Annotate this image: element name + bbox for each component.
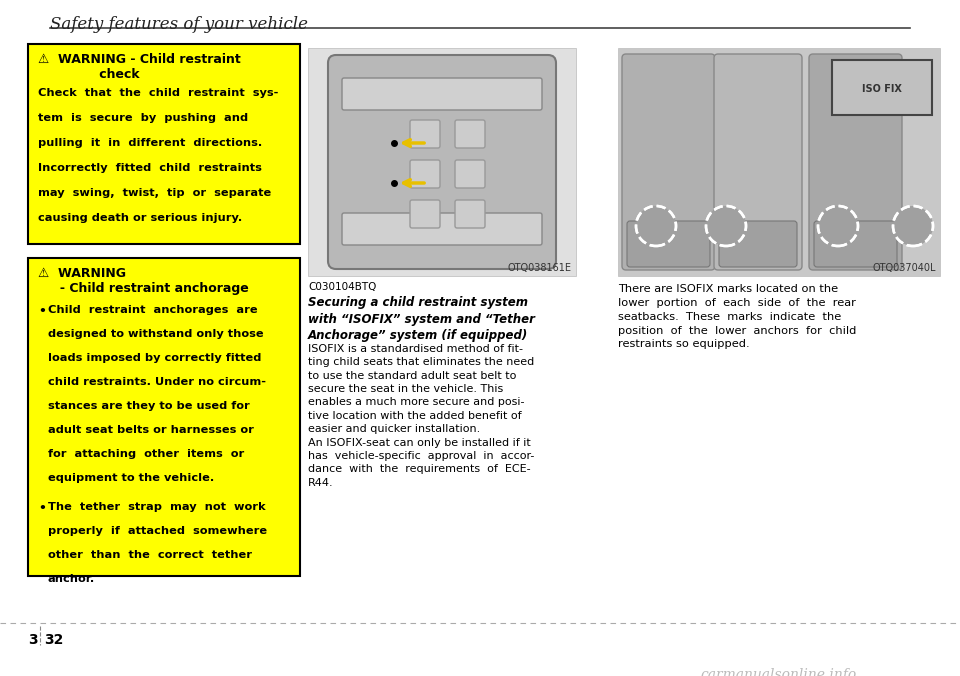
Text: OTQ038161E: OTQ038161E (508, 263, 572, 273)
FancyBboxPatch shape (410, 200, 440, 228)
FancyBboxPatch shape (455, 200, 485, 228)
FancyBboxPatch shape (410, 160, 440, 188)
Text: Child  restraint  anchorages  are: Child restraint anchorages are (48, 305, 257, 315)
Text: tem  is  secure  by  pushing  and: tem is secure by pushing and (38, 113, 248, 123)
Text: •: • (38, 305, 46, 318)
FancyBboxPatch shape (809, 54, 902, 270)
Text: loads imposed by correctly fitted: loads imposed by correctly fitted (48, 353, 261, 363)
Text: properly  if  attached  somewhere: properly if attached somewhere (48, 526, 267, 536)
Text: - Child restraint anchorage: - Child restraint anchorage (38, 282, 249, 295)
Bar (618, 48, 940, 276)
Text: for  attaching  other  items  or: for attaching other items or (48, 449, 244, 459)
Bar (28, 44, 300, 244)
FancyBboxPatch shape (455, 120, 485, 148)
Text: causing death or serious injury.: causing death or serious injury. (38, 213, 242, 223)
Bar (832, 60, 932, 115)
Text: C030104BTQ: C030104BTQ (308, 282, 376, 292)
Circle shape (706, 206, 746, 246)
Text: may  swing,  twist,  tip  or  separate: may swing, twist, tip or separate (38, 188, 272, 198)
FancyBboxPatch shape (622, 54, 715, 270)
FancyBboxPatch shape (814, 221, 897, 267)
Text: carmanualsonline.info: carmanualsonline.info (700, 668, 856, 676)
FancyBboxPatch shape (410, 120, 440, 148)
Text: ISOFIX is a standardised method of fit-
ting child seats that eliminates the nee: ISOFIX is a standardised method of fit- … (308, 344, 535, 487)
Text: stances are they to be used for: stances are they to be used for (48, 401, 250, 411)
Text: •: • (38, 502, 46, 515)
Text: other  than  the  correct  tether: other than the correct tether (48, 550, 252, 560)
Text: Check  that  the  child  restraint  sys-: Check that the child restraint sys- (38, 88, 278, 98)
Text: Safety features of your vehicle: Safety features of your vehicle (50, 16, 308, 33)
FancyBboxPatch shape (714, 54, 802, 270)
FancyBboxPatch shape (342, 213, 542, 245)
FancyBboxPatch shape (627, 221, 710, 267)
FancyBboxPatch shape (719, 221, 797, 267)
Text: 3: 3 (28, 633, 37, 647)
Text: equipment to the vehicle.: equipment to the vehicle. (48, 473, 214, 483)
Text: check: check (38, 68, 139, 81)
Bar (308, 48, 576, 276)
Text: The  tether  strap  may  not  work: The tether strap may not work (48, 502, 266, 512)
FancyBboxPatch shape (455, 160, 485, 188)
Bar (28, 258, 300, 576)
Text: designed to withstand only those: designed to withstand only those (48, 329, 264, 339)
Circle shape (818, 206, 858, 246)
Text: 32: 32 (44, 633, 63, 647)
Text: anchor.: anchor. (48, 574, 95, 584)
FancyBboxPatch shape (328, 55, 556, 269)
Circle shape (636, 206, 676, 246)
Text: OTQ037040L: OTQ037040L (873, 263, 936, 273)
Text: ISO FIX: ISO FIX (862, 84, 902, 95)
Circle shape (893, 206, 933, 246)
FancyBboxPatch shape (342, 78, 542, 110)
Text: adult seat belts or harnesses or: adult seat belts or harnesses or (48, 425, 253, 435)
Text: ⚠  WARNING: ⚠ WARNING (38, 267, 126, 280)
Text: Incorrectly  fitted  child  restraints: Incorrectly fitted child restraints (38, 163, 262, 173)
Text: ⚠  WARNING - Child restraint: ⚠ WARNING - Child restraint (38, 53, 241, 66)
Text: Securing a child restraint system
with “ISOFIX” system and “Tether
Anchorage” sy: Securing a child restraint system with “… (308, 296, 535, 342)
Text: There are ISOFIX marks located on the
lower  portion  of  each  side  of  the  r: There are ISOFIX marks located on the lo… (618, 284, 856, 349)
Text: pulling  it  in  different  directions.: pulling it in different directions. (38, 138, 262, 148)
Text: child restraints. Under no circum-: child restraints. Under no circum- (48, 377, 266, 387)
